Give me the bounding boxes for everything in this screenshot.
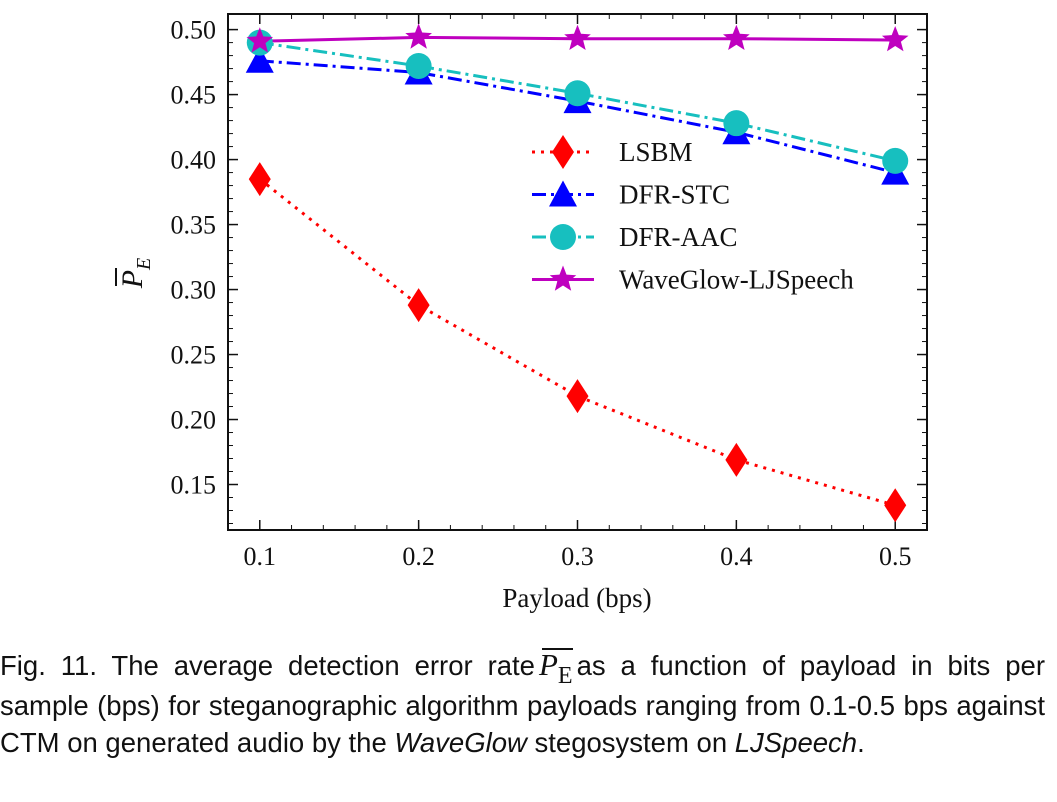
caption-end: . — [857, 727, 865, 758]
legend-label-dfr-aac: DFR-AAC — [619, 222, 738, 252]
caption-prefix: Fig. 11. The average detection error rat… — [0, 650, 535, 681]
legend-marker-dfr-aac — [550, 224, 576, 250]
y-tick-label: 0.30 — [171, 276, 217, 305]
y-tick-label: 0.25 — [171, 341, 217, 370]
legend-marker-lsbm — [552, 135, 574, 169]
point-dfr-aac — [882, 147, 909, 174]
series-line-dfr-stc — [259, 59, 896, 175]
x-tick-label: 0.3 — [561, 542, 594, 571]
legend-marker-dfr-stc — [549, 180, 577, 207]
x-tick-label: 0.4 — [720, 542, 753, 571]
legend-label-lsbm: LSBM — [619, 137, 693, 167]
legend-marker-waveglow-ljspeech — [549, 265, 577, 291]
y-tick-label: 0.45 — [171, 81, 217, 110]
point-dfr-aac — [564, 80, 591, 107]
x-tick-label: 0.2 — [402, 542, 435, 571]
point-lsbm — [725, 442, 748, 477]
caption-waveglow: WaveGlow — [394, 727, 527, 758]
legend-label-waveglow-ljspeech: WaveGlow-LJSpeech — [619, 265, 854, 295]
x-tick-label: 0.1 — [244, 542, 277, 571]
point-lsbm — [248, 162, 271, 197]
svg-text:PE: PE — [116, 258, 155, 290]
series-line-lsbm — [258, 177, 896, 507]
point-waveglow-ljspeech — [246, 27, 274, 53]
pe-symbol: PE — [538, 647, 573, 689]
point-dfr-stc — [245, 46, 274, 73]
figure-caption: Fig. 11. The average detection error rat… — [0, 646, 1045, 761]
point-dfr-aac — [405, 52, 432, 79]
point-waveglow-ljspeech — [723, 24, 750, 50]
point-lsbm — [407, 288, 430, 323]
y-tick-label: 0.15 — [171, 471, 217, 500]
y-axis-label: PE — [115, 258, 155, 290]
caption-middle: as a function of payload in bits per sam… — [0, 650, 1045, 758]
point-waveglow-ljspeech — [564, 24, 591, 50]
x-tick-label: 0.5 — [879, 542, 912, 571]
legend-label-dfr-stc: DFR-STC — [619, 180, 730, 210]
caption-ljspeech: LJSpeech — [734, 727, 858, 758]
point-lsbm — [884, 488, 907, 523]
point-waveglow-ljspeech — [881, 26, 909, 52]
point-lsbm — [566, 379, 589, 414]
caption-between: stegosystem on — [534, 727, 728, 758]
y-tick-label: 0.20 — [171, 406, 217, 435]
y-tick-label: 0.35 — [171, 211, 217, 240]
y-tick-label: 0.50 — [171, 16, 217, 45]
x-axis-label: Payload (bps) — [502, 583, 651, 613]
chart: 0.1 0.2 0.3 0.4 0.5 0.15 0.20 0.25 0.30 0.35 0.40 0… — [115, 13, 928, 613]
point-dfr-aac — [723, 110, 750, 137]
y-tick-label: 0.40 — [171, 146, 217, 175]
point-waveglow-ljspeech — [405, 23, 432, 49]
